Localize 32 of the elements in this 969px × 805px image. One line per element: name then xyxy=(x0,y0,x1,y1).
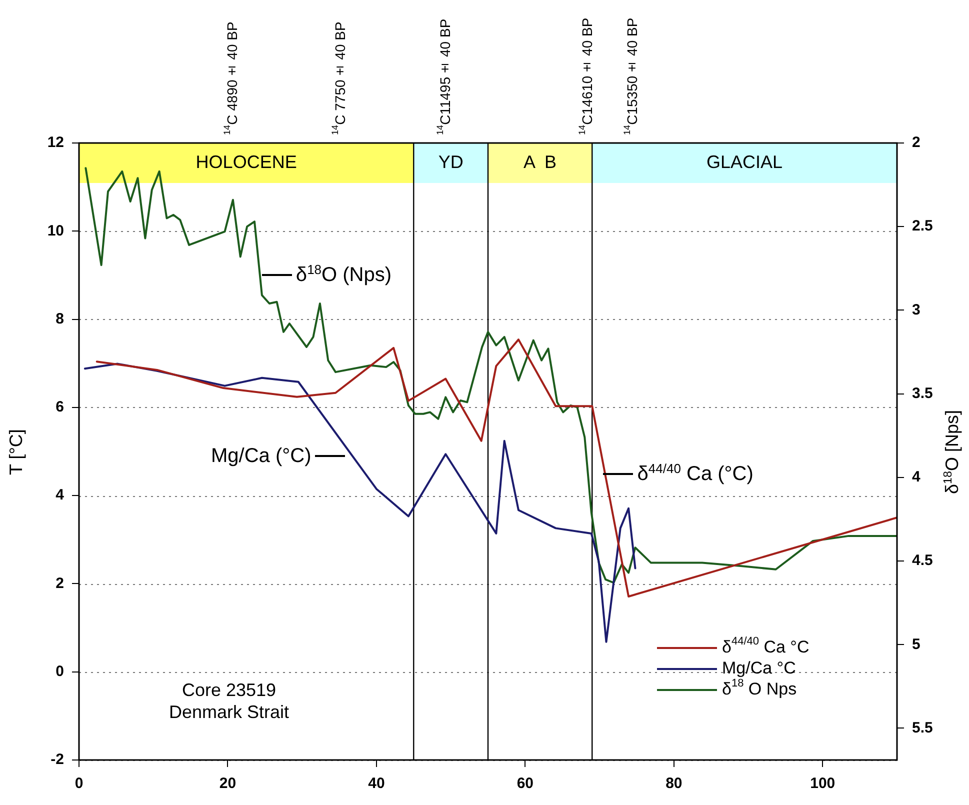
band-label: GLACIAL xyxy=(706,152,783,172)
y-tick-label: 12 xyxy=(47,134,64,152)
annotation: Core 23519 Denmark Strait xyxy=(169,680,290,724)
y2-tick-label: 3 xyxy=(912,301,920,318)
y2-tick-label: 3.5 xyxy=(912,384,933,402)
y2-tick-label: 2 xyxy=(912,134,920,152)
y-tick-label: 4 xyxy=(56,486,65,504)
y2-tick-label: 5 xyxy=(912,636,920,653)
annotation: δ$^{44/40}$ Ca (°C) xyxy=(637,460,754,485)
x-tick-label: 20 xyxy=(219,775,236,792)
x-tick-label: 0 xyxy=(74,775,84,792)
y2-tick-label: 2.5 xyxy=(912,218,933,235)
legend-label: Mg/Ca °C xyxy=(722,658,796,678)
y-tick-label: 6 xyxy=(56,398,64,416)
y2-tick-label: 4.5 xyxy=(912,552,933,570)
x-tick-label: 40 xyxy=(368,775,385,792)
x-tick-label: 60 xyxy=(516,775,534,792)
annotation: δ$^{18}$O (Nps) xyxy=(296,262,392,286)
y-tick-label: 10 xyxy=(47,222,64,240)
y-tick-label: 2 xyxy=(56,574,64,592)
y-tick-label: 0 xyxy=(56,663,64,680)
band-label: HOLOCENE xyxy=(196,152,297,172)
y-tick-label: -2 xyxy=(50,751,64,768)
band-label: YD xyxy=(438,152,464,172)
y2-tick-label: 4 xyxy=(912,468,921,486)
band-label: A B xyxy=(524,152,557,172)
x-tick-label: 100 xyxy=(810,775,836,792)
y2-tick-label: 5.5 xyxy=(912,719,933,736)
y-tick-label: 8 xyxy=(56,310,64,328)
annotation: Mg/Ca (°C) xyxy=(211,444,312,467)
y-axis-title: T [°C] xyxy=(6,428,26,474)
x-tick-label: 80 xyxy=(666,775,682,792)
